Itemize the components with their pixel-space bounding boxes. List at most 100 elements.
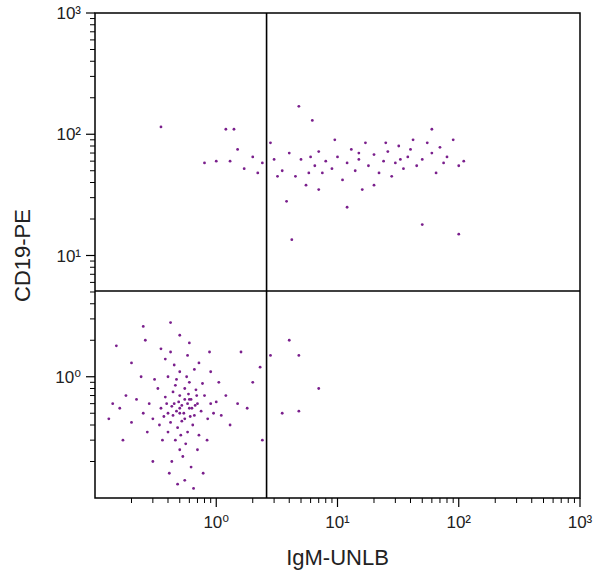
point xyxy=(256,172,259,175)
point xyxy=(135,398,138,401)
point xyxy=(406,156,409,159)
y-tick xyxy=(86,12,95,13)
x-tick xyxy=(579,498,580,507)
y-tick-label: 10¹ xyxy=(56,247,81,266)
point xyxy=(178,334,181,337)
point xyxy=(184,442,187,445)
point xyxy=(195,394,198,397)
point xyxy=(452,138,455,141)
point xyxy=(251,381,254,384)
point xyxy=(354,169,357,172)
gate-vertical xyxy=(266,13,268,498)
point xyxy=(167,412,170,415)
point xyxy=(350,148,353,151)
point xyxy=(158,424,161,427)
point xyxy=(281,412,284,415)
point xyxy=(215,160,218,163)
point xyxy=(415,164,418,167)
point xyxy=(196,402,199,405)
chart-root: 10⁰10¹10²10³10⁰10¹10²10³IgM-UNLBCD19-PE xyxy=(0,0,600,580)
point xyxy=(321,172,324,175)
point xyxy=(269,141,272,144)
chart: 10⁰10¹10²10³10⁰10¹10²10³IgM-UNLBCD19-PE xyxy=(0,0,600,580)
point xyxy=(107,417,110,420)
point xyxy=(394,162,397,165)
point xyxy=(142,325,145,328)
point xyxy=(187,393,190,396)
point xyxy=(457,164,460,167)
point xyxy=(175,378,178,381)
point xyxy=(183,479,186,482)
y-tick xyxy=(86,134,95,135)
point xyxy=(183,398,186,401)
point xyxy=(346,206,349,209)
point xyxy=(367,164,370,167)
point xyxy=(176,483,179,486)
point xyxy=(386,150,389,153)
point xyxy=(175,410,178,413)
point xyxy=(170,460,173,463)
point xyxy=(188,407,191,410)
point xyxy=(191,424,194,427)
point xyxy=(140,375,143,378)
point xyxy=(305,184,308,187)
point xyxy=(167,431,170,434)
point xyxy=(435,172,438,175)
point xyxy=(186,354,189,357)
point xyxy=(457,233,460,236)
point xyxy=(290,238,293,241)
point xyxy=(361,188,364,191)
point xyxy=(294,175,297,178)
point xyxy=(164,358,167,361)
points xyxy=(107,105,465,490)
y-tick-label: 10³ xyxy=(56,4,81,23)
point xyxy=(224,128,227,131)
x-tick-label: 10⁰ xyxy=(203,513,229,532)
point xyxy=(122,439,125,442)
point xyxy=(261,162,264,165)
point xyxy=(307,172,310,175)
point xyxy=(243,167,246,170)
point xyxy=(186,431,189,434)
point xyxy=(390,175,393,178)
x-tick-label: 10¹ xyxy=(325,513,350,532)
point xyxy=(236,148,239,151)
point xyxy=(181,455,184,458)
point xyxy=(324,160,327,163)
point xyxy=(412,138,415,141)
point xyxy=(224,394,227,397)
point xyxy=(409,148,412,151)
point xyxy=(373,184,376,187)
x-tick xyxy=(216,498,217,507)
point xyxy=(178,412,181,415)
point xyxy=(430,128,433,131)
point xyxy=(212,412,215,415)
point xyxy=(276,175,279,178)
point xyxy=(206,417,209,420)
point xyxy=(313,164,316,167)
point xyxy=(146,431,149,434)
point xyxy=(421,223,424,226)
point xyxy=(192,487,195,490)
point xyxy=(160,125,163,128)
point xyxy=(162,415,165,418)
point xyxy=(177,401,180,404)
point xyxy=(285,200,288,203)
point xyxy=(297,354,300,357)
point xyxy=(273,158,276,161)
point xyxy=(288,339,291,342)
point xyxy=(144,339,147,342)
y-axis-title: CD19-PE xyxy=(10,209,35,302)
point xyxy=(125,394,128,397)
point xyxy=(160,407,163,410)
x-tick xyxy=(337,498,338,507)
point xyxy=(190,466,193,469)
point xyxy=(281,169,284,172)
point xyxy=(180,420,183,423)
point xyxy=(178,370,181,373)
point xyxy=(176,426,179,429)
y-tick-label: 10² xyxy=(56,125,81,144)
point xyxy=(209,402,212,405)
point xyxy=(206,439,209,442)
point xyxy=(194,404,197,407)
